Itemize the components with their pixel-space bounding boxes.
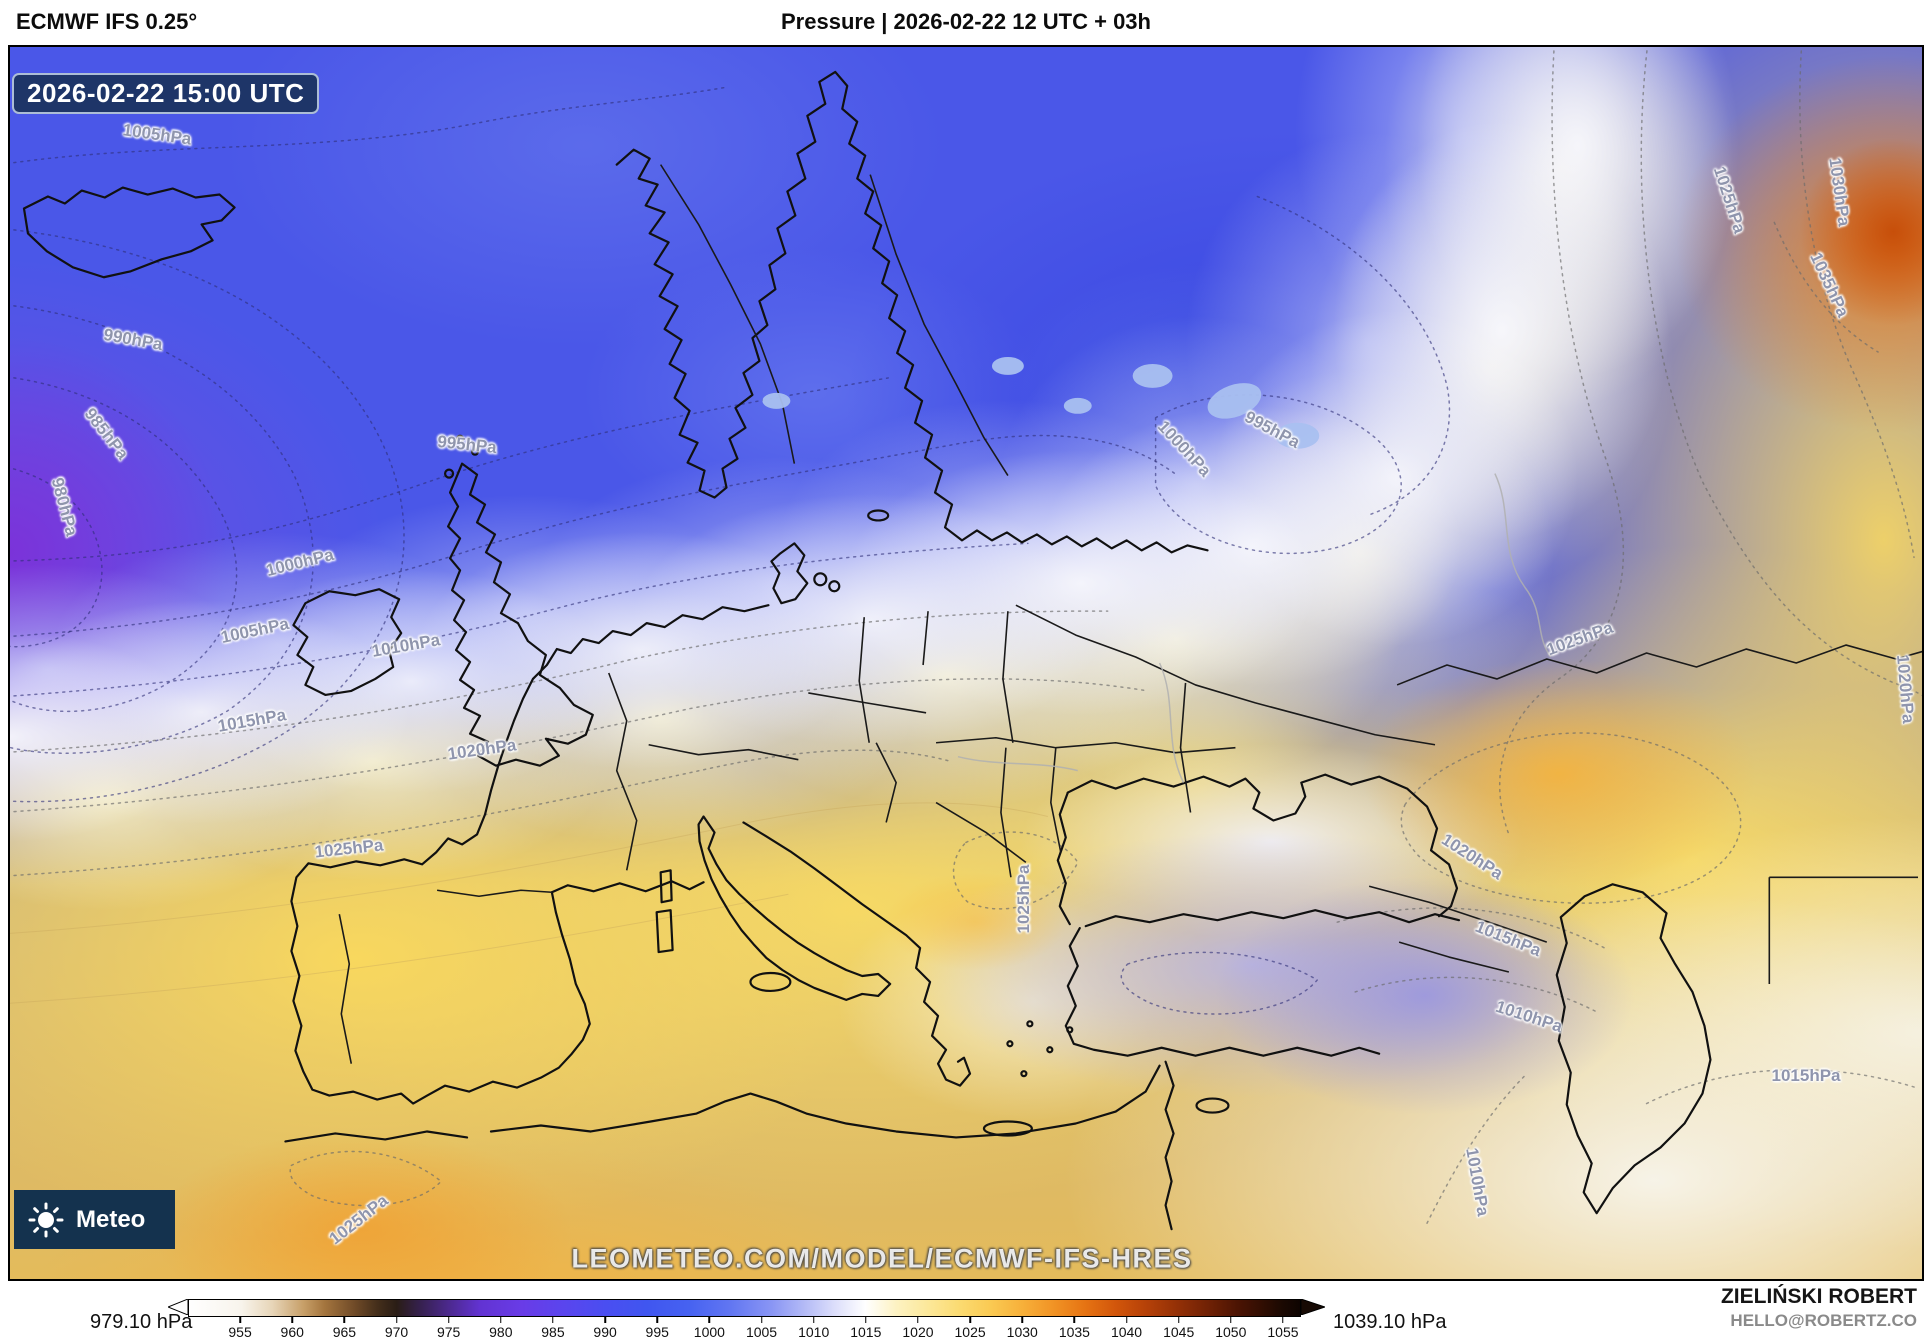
map-geography-layer — [10, 47, 1922, 1231]
colorbar-tick-label: 1010 — [798, 1324, 830, 1337]
colorbar-tick — [552, 1317, 554, 1323]
colorbar-tick — [291, 1317, 293, 1323]
colorbar-tick-label: 970 — [384, 1324, 409, 1337]
colorbar-right-arrow — [1301, 1299, 1325, 1315]
min-pressure-label: 979.10 hPa — [90, 1311, 193, 1333]
colorbar-tick — [395, 1317, 398, 1323]
colorbar-tick-label: 955 — [228, 1324, 252, 1337]
colorbar-tick-label: 1015 — [850, 1324, 882, 1337]
coastlines — [22, 70, 1712, 1231]
colorbar-tick-label: 1035 — [1058, 1324, 1090, 1337]
contour-label: 1005hPa — [219, 614, 291, 647]
author-name: ZIELIŃSKI ROBERT — [1720, 1285, 1917, 1308]
watermark: LEOMETEO.COM/MODEL/ECMWF-IFS-HRES — [571, 1243, 1193, 1274]
colorbar-ticks: 955 960 965 970 975 980 985 990 995 1000 1005 1010 1… — [188, 1299, 1301, 1337]
colorbar-tick — [969, 1317, 971, 1323]
rivers-and-lakes — [762, 356, 1552, 783]
colorbar-tick — [1021, 1317, 1023, 1323]
contour-label: 1000hPa — [264, 544, 336, 581]
colorbar-tick — [604, 1317, 606, 1323]
colorbar-tick — [1073, 1317, 1076, 1323]
contour-label: 1025hPa — [1014, 864, 1033, 934]
contour-label: 1005hPa — [121, 120, 193, 149]
colorbar-tick-label: 1030 — [1006, 1324, 1038, 1337]
author-contact: HELLO@ROBERTZ.CO — [1730, 1311, 1917, 1330]
contour-label: 1015hPa — [216, 705, 288, 736]
colorbar-tick-label: 990 — [593, 1324, 617, 1337]
colorbar-tick-label: 1040 — [1110, 1324, 1143, 1337]
colorbar-tick — [1282, 1317, 1284, 1323]
contour-label: 1010hPa — [370, 630, 442, 661]
country-borders — [338, 164, 1922, 1064]
contour-label: 1025hPa — [325, 1190, 392, 1249]
contour-label: 1020hPa — [1893, 653, 1918, 725]
contour-labels-layer: 1005hPa 990hPa 985hPa 980hPa 995hPa 1000hPa 10… — [10, 47, 1922, 1279]
colorbar-tick-label: 1025 — [954, 1324, 986, 1337]
colorbar-tick — [239, 1317, 241, 1323]
credit: ZIELIŃSKI ROBERT HELLO@ROBERTZ.CO — [1721, 1285, 1917, 1331]
colorbar-tick-label: 995 — [645, 1324, 669, 1337]
contour-label: 1035hPa — [1806, 249, 1853, 321]
model-label: ECMWF IFS 0.25° — [16, 9, 198, 34]
colorbar-tick-label: 985 — [541, 1324, 565, 1337]
colorbar-tick — [1125, 1317, 1128, 1323]
contour-label: 1030hPa — [1825, 156, 1854, 228]
page-title: Pressure | 2026-02-22 12 UTC + 03h — [781, 9, 1151, 34]
contour-label: 1025hPa — [1544, 617, 1616, 660]
contour-label: 995hPa — [436, 431, 498, 458]
max-pressure-label: 1039.10 hPa — [1333, 1311, 1447, 1333]
colorbar-tick-label: 965 — [332, 1324, 357, 1337]
colorbar-tick-label: 1045 — [1163, 1324, 1195, 1337]
colorbar-tick — [656, 1317, 658, 1323]
colorbar-tick — [447, 1317, 450, 1323]
header: ECMWF IFS 0.25° Pressure | 2026-02-22 12… — [0, 0, 1932, 45]
contour-label: 990hPa — [102, 324, 165, 355]
contour-label: 1015hPa — [1472, 916, 1544, 961]
colorbar-tick — [812, 1317, 815, 1323]
contour-label: 1010hPa — [1462, 1146, 1493, 1218]
pressure-map: 1005hPa 990hPa 985hPa 980hPa 995hPa 1000hPa 10… — [8, 45, 1924, 1281]
isobar-contours-dark — [10, 86, 1451, 1015]
colorbar-left-arrow — [168, 1299, 188, 1315]
colorbar-tick — [865, 1317, 867, 1323]
colorbar-tick-label: 1050 — [1215, 1324, 1247, 1337]
sun-icon — [28, 1202, 64, 1237]
colorbar-tick — [1230, 1317, 1232, 1323]
contour-label: 995hPa — [1241, 407, 1303, 452]
colorbar-gradient — [188, 1299, 1301, 1317]
contour-label: 1000hPa — [1153, 416, 1215, 481]
logo: Meteo — [14, 1190, 175, 1249]
colorbar-tick-label: 1000 — [693, 1324, 725, 1337]
pressure-field — [10, 47, 1922, 1279]
timestamp-badge: 2026-02-22 15:00 UTC — [12, 73, 320, 114]
logo-text: Meteo — [76, 1205, 146, 1233]
colorbar-tick — [708, 1317, 711, 1323]
colorbar-tick — [917, 1317, 919, 1323]
colorbar-tick-label: 1005 — [745, 1324, 778, 1337]
contour-label: 1020hPa — [446, 735, 518, 764]
footer: 979.10 hPa 955 960 965 970 975 980 985 990 995 10… — [0, 1281, 1932, 1337]
colorbar-tick-label: 960 — [280, 1324, 304, 1337]
colorbar-tick — [500, 1317, 502, 1323]
colorbar-tick-label: 1055 — [1267, 1324, 1299, 1337]
colorbar-tick — [760, 1317, 763, 1323]
contour-label: 980hPa — [47, 475, 82, 539]
colorbar-tick-label: 975 — [436, 1324, 461, 1337]
colorbar-tick — [343, 1317, 346, 1323]
colorbar-tick-label: 980 — [489, 1324, 513, 1337]
colorbar-tick — [1177, 1317, 1180, 1323]
colorbar-tick-label: 1020 — [902, 1324, 934, 1337]
contour-label: 1010hPa — [1493, 996, 1565, 1037]
contour-label: 1025hPa — [313, 835, 385, 862]
contour-label: 985hPa — [80, 404, 133, 464]
contour-label: 1015hPa — [1771, 1066, 1841, 1085]
contour-label: 1025hPa — [1709, 164, 1750, 236]
pressure-colorbar: 955 960 965 970 975 980 985 990 995 1000 1005 1010 1… — [168, 1291, 1325, 1337]
contour-label: 1020hPa — [1438, 829, 1507, 884]
